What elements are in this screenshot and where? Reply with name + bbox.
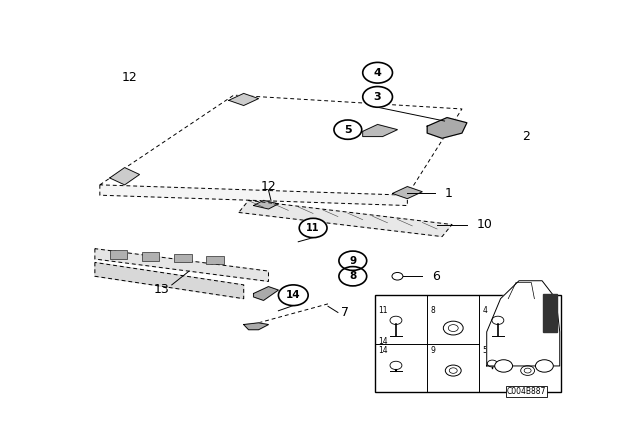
Text: 6: 6 (432, 270, 440, 283)
Polygon shape (253, 287, 278, 301)
Circle shape (300, 218, 327, 237)
Text: 10: 10 (477, 218, 493, 231)
Text: C004B887: C004B887 (507, 387, 546, 396)
Circle shape (334, 120, 362, 139)
Text: 12: 12 (260, 180, 276, 193)
Polygon shape (392, 186, 422, 198)
Text: 1: 1 (445, 187, 452, 200)
Polygon shape (428, 117, 467, 138)
Text: 2: 2 (522, 130, 531, 143)
Polygon shape (363, 125, 397, 137)
Text: 4: 4 (483, 306, 488, 315)
Text: 14: 14 (378, 336, 387, 345)
Circle shape (363, 86, 392, 107)
Bar (375, 295, 561, 392)
Polygon shape (253, 200, 278, 209)
Text: 11: 11 (307, 223, 320, 233)
Polygon shape (110, 168, 140, 185)
Text: 3: 3 (514, 346, 519, 355)
Polygon shape (486, 281, 560, 366)
Text: 5: 5 (344, 125, 351, 135)
Polygon shape (100, 185, 408, 206)
Bar (207, 255, 224, 264)
Polygon shape (229, 94, 259, 106)
Bar (110, 250, 127, 259)
Circle shape (339, 267, 367, 286)
Text: 7: 7 (341, 306, 349, 319)
Text: 9: 9 (349, 256, 356, 266)
Text: 9: 9 (431, 346, 436, 355)
Circle shape (339, 251, 367, 271)
Text: 8: 8 (431, 306, 436, 315)
Text: 3: 3 (374, 92, 381, 102)
Polygon shape (239, 200, 452, 237)
Bar (174, 254, 191, 263)
Circle shape (363, 62, 392, 83)
Text: 5: 5 (483, 346, 488, 355)
Polygon shape (95, 249, 269, 281)
Text: 14: 14 (286, 290, 301, 300)
Bar (543, 294, 557, 332)
Bar (142, 252, 159, 261)
Circle shape (495, 360, 513, 372)
Text: 13: 13 (154, 283, 170, 296)
Text: 12: 12 (122, 71, 138, 84)
Text: 4: 4 (374, 68, 381, 78)
Polygon shape (244, 323, 269, 330)
Text: 14: 14 (378, 346, 387, 355)
Circle shape (278, 285, 308, 306)
Circle shape (536, 360, 554, 372)
Text: 11: 11 (378, 306, 387, 315)
Text: 8: 8 (349, 271, 356, 281)
Polygon shape (95, 263, 244, 299)
